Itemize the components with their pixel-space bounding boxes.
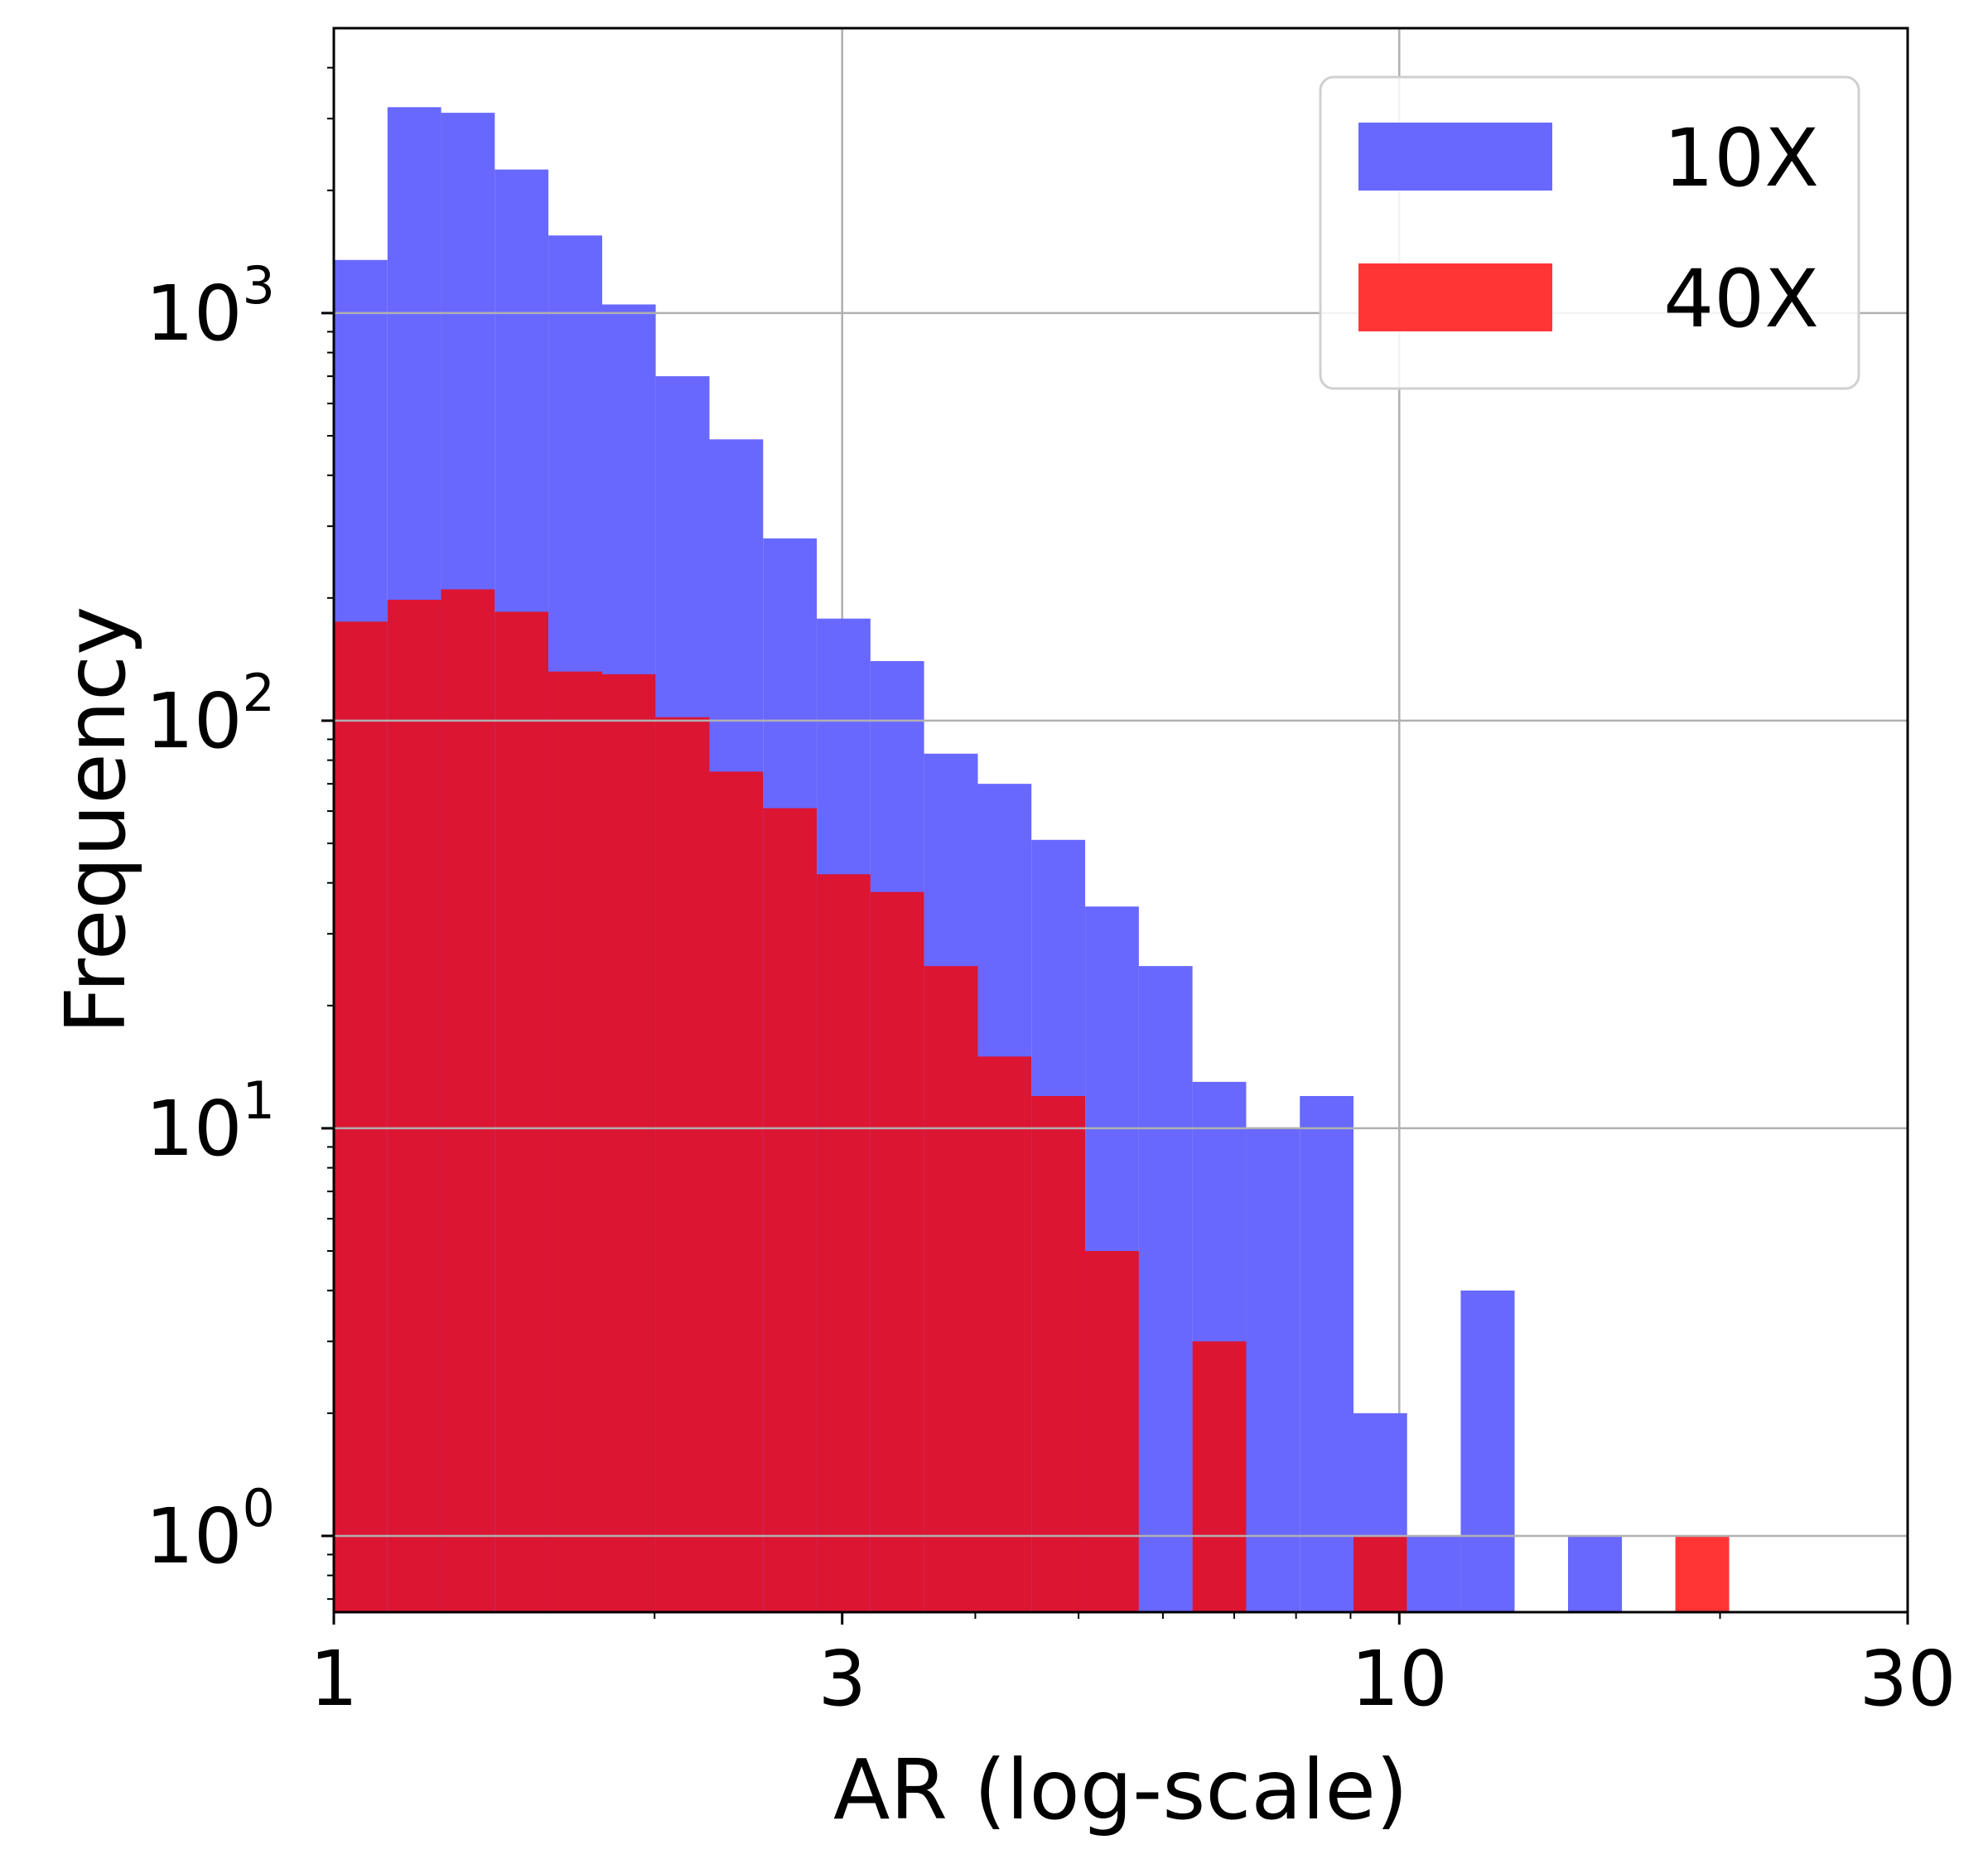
y-tick-label: 100 [145,1478,275,1581]
bar-40x [817,874,871,1612]
axis-ticks: 1 3 10 30 100 101 102 103 [145,66,1957,1723]
bar-40x [709,771,764,1612]
x-axis-label: AR (log-scale) [833,1741,1408,1838]
bar-10x [1460,1290,1515,1612]
bar-40x [977,1056,1032,1612]
bar-40x [1353,1535,1407,1612]
bar-10x [1138,966,1193,1612]
legend-label: 40X [1663,253,1819,345]
bar-40x [1031,1095,1086,1612]
bar-10x [1407,1535,1461,1612]
y-tick-label: 101 [145,1070,275,1173]
bar-40x [1085,1251,1139,1612]
x-tick-label: 10 [1351,1635,1448,1723]
legend-label: 10X [1663,112,1819,205]
y-tick-label: 102 [145,663,275,765]
bar-10x [1567,1535,1623,1612]
bar-40x [924,966,978,1612]
y-axis-label: Frequency [47,606,144,1035]
bar-40x [1675,1535,1730,1612]
bar-40x [601,674,656,1612]
bar-10x [1300,1095,1354,1612]
legend-swatch [1358,123,1552,191]
plot-frame [332,27,1909,1614]
bar-40x [1192,1341,1247,1612]
x-tick-label: 1 [310,1635,359,1723]
bar-10x [1246,1128,1300,1612]
bar-40x [441,589,495,1613]
bar-40x [870,891,924,1612]
bar-40x [334,621,388,1612]
bar-40x [387,599,442,1612]
x-tick-label: 30 [1859,1635,1956,1723]
bar-40x [548,671,602,1613]
bar-40x [655,717,710,1612]
x-tick-label: 3 [818,1635,866,1723]
legend: 10X 40X [1319,75,1860,390]
bar-40x [495,611,549,1612]
legend-swatch [1358,263,1552,331]
bar-40x [763,808,818,1612]
y-tick-label: 103 [145,255,275,358]
histogram-bars [334,107,1730,1613]
